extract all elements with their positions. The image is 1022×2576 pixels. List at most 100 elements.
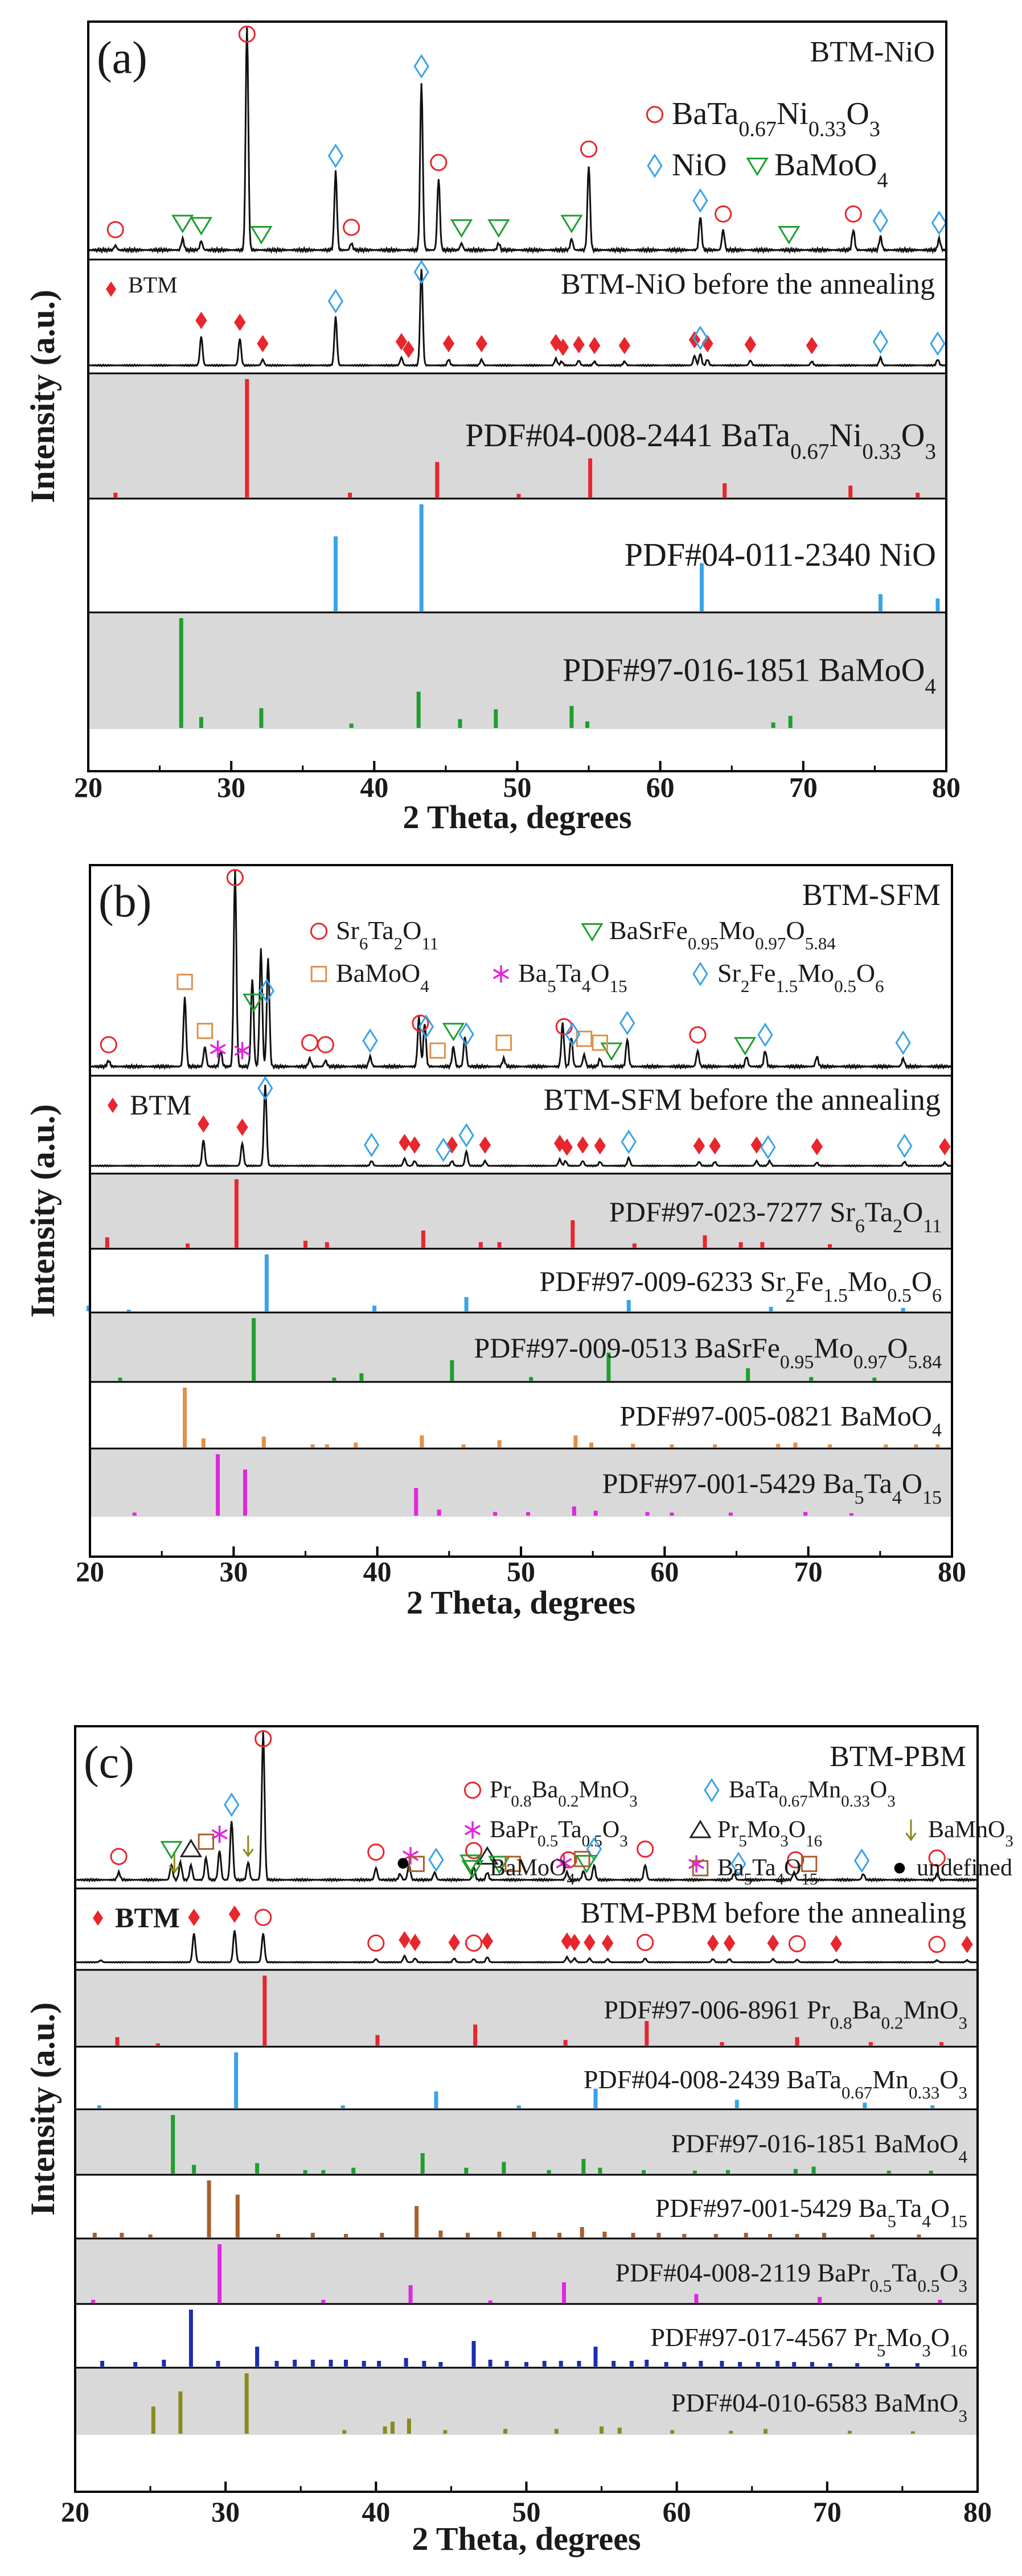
circle-marker (465, 1934, 483, 1952)
x-tick-label: 40 (363, 1556, 392, 1587)
btm-tag-label: BTM (115, 1902, 180, 1933)
legend-label: BaMoO4 (774, 147, 888, 192)
legend-label-subscript: 1.5 (775, 976, 798, 996)
legend-label-subscript: 0.2 (558, 1792, 578, 1810)
diamond-marker (363, 1133, 380, 1158)
circle-marker (238, 25, 256, 43)
xrd-pattern-track: BTM-SFM (89, 869, 953, 1071)
pdf-label-subscript: 0.5 (887, 1285, 912, 1306)
pdf-reference-track: PDF#97-001-5429 Ba5Ta4O15 (90, 1449, 952, 1517)
legend-label-text: BaTa (729, 1777, 779, 1803)
btm-marker (236, 1118, 248, 1136)
legend-label-text: Ba (532, 1777, 559, 1803)
track-background (75, 2238, 978, 2304)
triangle-down-marker (171, 215, 194, 233)
x-tick-label: 70 (794, 1556, 823, 1587)
legend-label: BaTa0.67Ni0.33O3 (672, 96, 880, 141)
x-tick-label: 40 (360, 771, 388, 803)
triangle-down-marker (459, 1854, 482, 1873)
panel-b: BTM-SFM BTM-SFM before the annealing BTM PD… (24, 864, 966, 1621)
legend-label-subscript: 6 (875, 976, 884, 996)
circle-marker (301, 1034, 319, 1052)
track-background (90, 1174, 952, 1249)
circle-marker (100, 1036, 117, 1054)
x-axis-title: 2 Theta, degrees (407, 1584, 635, 1621)
xrd-pattern-track: BTM-SFM before the annealing BTM (89, 1076, 953, 1168)
legend-label-text: Ba (717, 1855, 744, 1881)
asterisk-stroke (210, 1044, 226, 1055)
pdf-label: PDF#97-001-5429 Ba5Ta4O15 (602, 1467, 942, 1508)
track-background (75, 2109, 978, 2175)
x-tick-label: 30 (217, 771, 245, 803)
legend-label-text: O (789, 1817, 806, 1843)
legend-label-subscript: 3 (619, 1832, 628, 1850)
btm-marker (106, 281, 116, 297)
pdf-label-text: Ba (852, 1995, 881, 2024)
asterisk-marker (234, 1042, 251, 1060)
btm-marker (568, 1933, 581, 1952)
legend-label-subscript: 15 (801, 1870, 818, 1888)
pdf-label-text: O (902, 1196, 923, 1228)
pdf-label-subscript: 11 (923, 1216, 942, 1237)
legend-label: BaMnO3 (928, 1817, 1013, 1850)
asterisk-marker (210, 1040, 226, 1058)
pdf-label-subscript: 4 (922, 2211, 931, 2231)
circle-marker (928, 1849, 946, 1867)
diffraction-line (75, 1731, 978, 1883)
x-tick-label: 80 (938, 1556, 966, 1587)
track-background (90, 1312, 952, 1382)
xrd-pattern-track: BTM-PBM (75, 1730, 978, 1883)
circle-marker (226, 869, 244, 887)
diamond-marker (760, 1135, 776, 1160)
legend-label-text: BaPr (490, 1817, 537, 1843)
pdf-reference-track: PDF#97-009-0513 BaSrFe0.95Mo0.97O5.84 (90, 1312, 952, 1382)
pdf-label-subscript: 2 (785, 1285, 795, 1306)
asterisk-stroke (211, 1829, 228, 1840)
legend-item: Sr6Ta2O11 (310, 916, 438, 953)
legend-label-text: BaMoO (490, 1855, 567, 1881)
pdf-label-text: PDF#04-010-6583 BaMnO (671, 2388, 959, 2417)
legend-label: BaPr0.5Ta0.5O3 (490, 1817, 628, 1850)
asterisk-marker (688, 1855, 705, 1873)
legend-label-subscript: 0.67 (738, 117, 777, 141)
circle-marker (555, 1018, 573, 1035)
btm-marker (399, 1134, 411, 1151)
x-tick-label: 60 (650, 1556, 679, 1587)
pdf-label-text: PDF#97-016-1851 BaMoO (671, 2129, 959, 2158)
legend-label-subscript: 4 (582, 976, 591, 996)
pdf-label: PDF#04-010-6583 BaMnO3 (671, 2388, 967, 2426)
btm-marker (750, 1136, 763, 1154)
pdf-label-text: PDF#04-008-2441 BaTa (465, 417, 790, 454)
legend-item: Ba5Ta4O15 (692, 1855, 818, 1888)
legend-item: Pr0.8Ba0.2MnO3 (463, 1777, 638, 1810)
diamond-marker (647, 153, 663, 178)
legend-label-text: O (403, 916, 421, 945)
square-marker (504, 1855, 521, 1873)
legend-label-subscript: 0.8 (511, 1792, 531, 1810)
legend-label-subscript: 0.95 (688, 933, 719, 953)
pattern-label: BTM-NiO (810, 36, 935, 68)
btm-marker (709, 1137, 721, 1155)
pdf-label: PDF#97-017-4567 Pr5Mo3O16 (650, 2323, 967, 2360)
xrd-pattern-track: BTM-PBM before the annealing BTM (75, 1897, 978, 1964)
legend-label-subscript: 3 (780, 1832, 789, 1850)
pdf-label-subscript: 3 (925, 439, 937, 464)
legend-item: Ba5Ta4O15 (492, 958, 627, 996)
pdf-label-subscript: 4 (892, 1487, 902, 1508)
arrow-head (243, 1848, 254, 1858)
btm-marker (409, 1933, 421, 1952)
legend-label-text: Ta (752, 1855, 776, 1881)
circle-marker (110, 1847, 128, 1865)
btm-marker (701, 335, 713, 353)
asterisk-stroke (234, 1045, 251, 1056)
asterisk-marker (464, 1821, 481, 1839)
legend-label: BaTa0.67Mn0.33O3 (729, 1777, 896, 1810)
legend-label-subscript: 2 (741, 976, 750, 996)
legend-label-text: Ba (518, 958, 547, 987)
pdf-label: PDF#04-008-2441 BaTa0.67Ni0.33O3 (465, 417, 936, 464)
diamond-marker (565, 1022, 581, 1047)
legend-label-text: Ta (558, 1817, 582, 1843)
pdf-label-text: PDF#97-001-5429 Ba (655, 2194, 888, 2223)
asterisk-marker (211, 1825, 228, 1843)
legend-label: BaMoO4 (336, 958, 429, 996)
